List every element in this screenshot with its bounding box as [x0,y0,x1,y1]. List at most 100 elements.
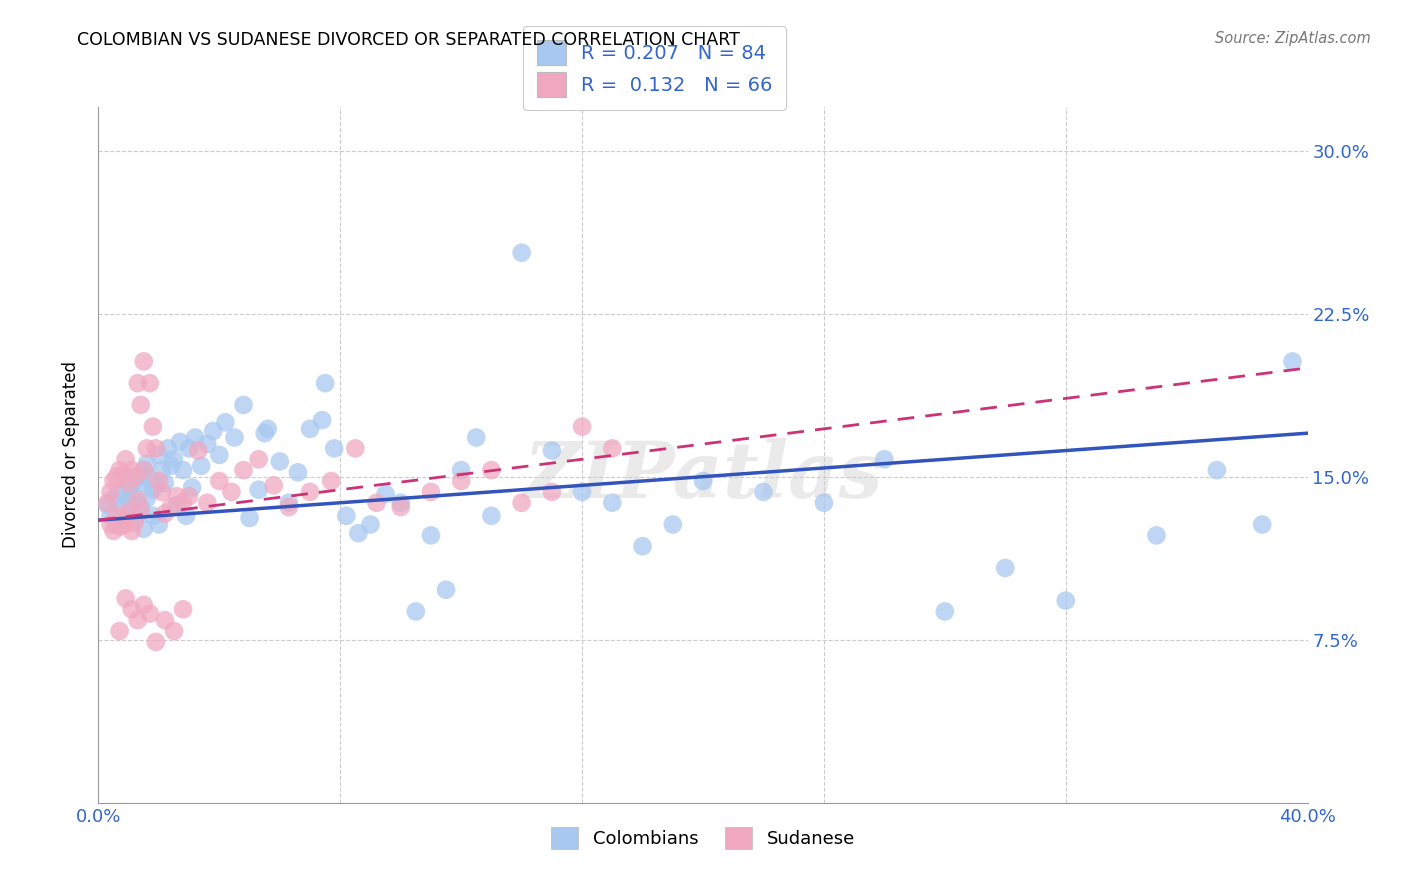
Point [465,430,488,444]
Point [121,487,143,501]
Point [813,496,835,510]
Point [187,443,209,458]
Point [323,442,346,456]
Point [121,524,143,538]
Point [148,517,170,532]
Point [602,496,624,510]
Text: Source: ZipAtlas.com: Source: ZipAtlas.com [1215,31,1371,46]
Point [160,458,183,473]
Point [100,517,122,532]
Point [277,496,299,510]
Point [1206,463,1229,477]
Point [1281,354,1303,368]
Point [172,602,194,616]
Point [752,484,775,499]
Point [172,496,194,510]
Point [118,476,141,491]
Point [873,452,896,467]
Point [129,500,152,514]
Point [124,474,146,488]
Point [247,452,270,467]
Point [127,613,149,627]
Point [111,500,134,514]
Point [132,598,155,612]
Point [103,524,125,538]
Point [118,481,141,495]
Point [344,442,367,456]
Point [347,526,370,541]
Point [124,511,146,525]
Point [450,463,472,477]
Point [145,442,167,456]
Point [150,463,173,477]
Point [114,452,136,467]
Point [299,422,322,436]
Point [202,424,225,438]
Point [105,517,128,532]
Point [129,398,152,412]
Point [195,437,218,451]
Point [1144,528,1167,542]
Point [96,498,118,512]
Point [111,511,134,525]
Point [247,483,270,497]
Point [150,484,173,499]
Point [631,539,654,553]
Point [105,508,128,523]
Point [114,513,136,527]
Point [208,474,231,488]
Point [540,443,562,458]
Point [405,605,427,619]
Point [156,442,179,456]
Point [118,493,141,508]
Point [661,517,683,532]
Point [179,489,201,503]
Point [100,508,122,523]
Point [374,487,396,501]
Point [108,624,131,638]
Point [142,483,165,497]
Point [314,376,336,391]
Point [111,467,134,482]
Point [114,591,136,606]
Point [1054,593,1077,607]
Point [510,245,533,260]
Point [335,508,357,523]
Point [692,474,714,488]
Point [174,508,197,523]
Point [366,496,388,510]
Point [434,582,457,597]
Point [450,474,472,488]
Point [142,508,165,523]
Point [124,469,146,483]
Point [124,516,146,530]
Point [100,484,122,499]
Point [602,442,624,456]
Point [299,484,322,499]
Point [172,463,194,477]
Point [195,496,218,510]
Point [108,484,131,499]
Point [103,491,125,506]
Point [166,498,188,512]
Point [166,489,188,503]
Point [160,500,183,514]
Point [311,413,333,427]
Point [132,522,155,536]
Point [510,496,533,510]
Point [129,476,152,491]
Point [108,463,131,477]
Point [114,517,136,532]
Point [142,419,165,434]
Point [481,508,503,523]
Point [571,419,593,434]
Point [135,442,157,456]
Point [129,504,152,518]
Point [232,398,254,412]
Point [132,354,155,368]
Point [127,376,149,391]
Point [263,478,285,492]
Point [540,484,562,499]
Point [139,472,162,486]
Point [277,500,299,514]
